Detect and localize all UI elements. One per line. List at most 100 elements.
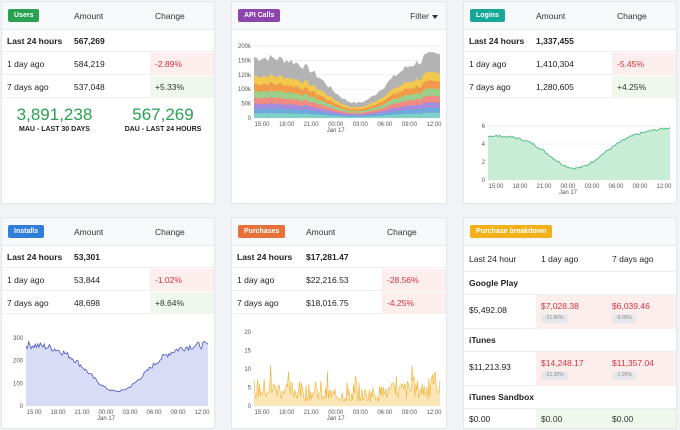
x-tick-label: 03:00 [122, 410, 138, 416]
col-amount: Amount [536, 11, 566, 21]
x-tick-label: 06:00 [377, 122, 393, 128]
row-label: 1 day ago [7, 275, 45, 285]
installs-badge[interactable]: Installs [8, 225, 45, 238]
y-tick-label: 4 [482, 142, 486, 148]
purchases-badge[interactable]: Purchases [238, 225, 286, 238]
y-tick-label: 6 [482, 124, 486, 130]
x-tick-label: 12:00 [194, 410, 210, 416]
breakdown-badge[interactable]: Purchase breakdown [470, 225, 553, 238]
week-pill: -9.05% [612, 314, 636, 323]
row-change: -28.56% [382, 269, 446, 291]
y-tick-label: 5 [248, 386, 252, 392]
x-tick-label: 12:00 [426, 410, 442, 416]
x-tick-label: 00:00 [560, 184, 576, 190]
users-card: Users Amount Change Last 24 hours 567,26… [1, 1, 215, 204]
date-label: Jan 17 [327, 128, 346, 134]
row-change: -5.45% [612, 53, 676, 75]
x-tick-label: 03:00 [584, 184, 600, 190]
x-tick-label: 18:00 [279, 122, 295, 128]
dau-value: 567,269 [132, 105, 194, 124]
row-label: 1 day ago [469, 59, 507, 69]
table-row: Last 24 hours 53,301 [2, 246, 214, 268]
logins-card: Logins Amount Change Last 24 hours 1,337… [463, 1, 677, 204]
section-name: iTunes Sandbox [469, 392, 535, 402]
row-label: 7 days ago [237, 298, 279, 308]
table-row: 1 day ago 53,844 -1.02% [2, 269, 214, 291]
row-amount: $18,016.75 [306, 298, 349, 308]
y-tick-label: 200 [13, 359, 24, 365]
x-tick-label: 18:00 [50, 410, 66, 416]
row-amount: $17,281.47 [306, 252, 349, 262]
row-change: -1.02% [150, 269, 214, 291]
x-tick-label: 03:00 [353, 410, 369, 416]
row-label: 1 day ago [7, 59, 45, 69]
table-row: 7 days ago $18,016.75 -4.25% [232, 292, 446, 314]
y-tick-label: 100k [238, 87, 252, 93]
row-amount: 53,844 [74, 275, 100, 285]
col-change: Change [155, 11, 185, 21]
day-pill: -21.30% [541, 371, 568, 380]
dau-stat: 567,269 DAU - LAST 24 HOURS [114, 105, 212, 133]
row-change: -2.89% [150, 53, 214, 75]
y-tick-label: 0 [20, 404, 24, 410]
table-row: Last 24 hours 1,337,455 [464, 30, 676, 52]
breakdown-col-header: Last 24 hour 1 day ago 7 days ago [464, 246, 676, 272]
purchases-card: Purchases Amount Change Last 24 hours $1… [231, 217, 447, 429]
day-pill: -21.86% [541, 314, 568, 323]
x-tick-label: 21:00 [304, 122, 320, 128]
table-row: 1 day ago $22,216.53 -28.56% [232, 269, 446, 291]
users-badge[interactable]: Users [8, 9, 40, 22]
section-title-google-play: Google Play [464, 272, 676, 295]
logins-area [488, 127, 670, 180]
x-tick-label: 12:00 [426, 122, 442, 128]
col-amount: Amount [306, 227, 336, 237]
filter-dropdown[interactable]: Filter [410, 11, 438, 21]
y-tick-label: 150k [238, 58, 252, 64]
week-value: $11,357.04 [612, 358, 654, 368]
y-tick-label: 20 [244, 330, 251, 336]
y-tick-label: 300 [13, 336, 24, 342]
x-tick-label: 21:00 [74, 410, 90, 416]
x-tick-label: 15:00 [488, 184, 504, 190]
day-cell: $7,028.38 -21.86% [536, 295, 607, 329]
api-calls-chart: 200k 150k 120k 100k 50k 015:00 18:00 21:00 00:00… [238, 44, 442, 134]
api-badge[interactable]: API Calls [238, 9, 281, 22]
x-tick-label: 06:00 [146, 410, 162, 416]
week-value: $6,039.46 [612, 301, 650, 311]
table-row: 1 day ago 584,219 -2.89% [2, 53, 214, 75]
x-tick-label: 00:00 [98, 410, 114, 416]
x-tick-label: 03:00 [353, 122, 369, 128]
last-value: $0.00 [469, 414, 491, 424]
col-change: Change [617, 11, 647, 21]
logins-badge[interactable]: Logins [470, 9, 505, 22]
filter-label: Filter [410, 11, 429, 21]
row-label: 7 days ago [7, 82, 49, 92]
installs-area [26, 341, 208, 406]
table-row: Last 24 hours 567,269 [2, 30, 214, 52]
breakdown-header: Purchase breakdown [464, 218, 676, 246]
x-tick-label: 06:00 [608, 184, 624, 190]
table-row: $0.00 $0.00 $0.00 [464, 409, 676, 428]
row-change: -4.25% [382, 292, 446, 314]
date-label: Jan 17 [559, 190, 578, 196]
api-calls-card: API Calls Filter 200k 150k 120k 100k 50k 0 15:… [231, 1, 447, 204]
row-amount: 53,301 [74, 252, 100, 262]
day-value: $14,248.17 [541, 358, 584, 368]
row-change: +4.25% [612, 76, 676, 98]
week-value: $0.00 [607, 409, 676, 428]
y-tick-label: 0 [248, 404, 252, 410]
x-tick-label: 00:00 [328, 122, 344, 128]
section-title-itunes: iTunes [464, 329, 676, 352]
x-tick-label: 00:00 [328, 410, 344, 416]
row-amount: 1,280,605 [536, 82, 574, 92]
date-label: Jan 17 [97, 416, 116, 422]
table-row: Last 24 hours $17,281.47 [232, 246, 446, 268]
y-tick-label: 10 [244, 367, 251, 373]
purchase-breakdown-card: Purchase breakdown Last 24 hour 1 day ag… [463, 217, 677, 429]
x-tick-label: 15:00 [254, 122, 270, 128]
col-amount: Amount [74, 11, 104, 21]
col-last-24: Last 24 hour [469, 254, 517, 264]
table-row: $11,213.93 $14,248.17 -21.30% $11,357.04… [464, 352, 676, 386]
